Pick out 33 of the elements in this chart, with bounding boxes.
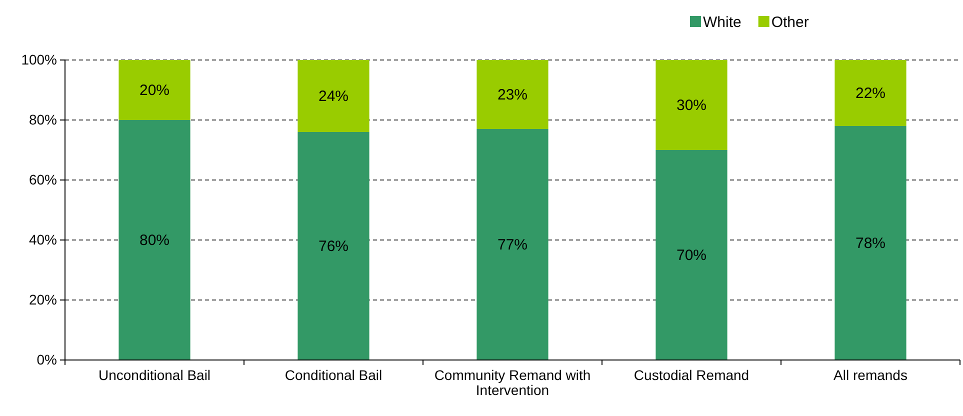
y-tick-label: 100% [21, 51, 57, 68]
x-tick-label: Conditional Bail [284, 366, 382, 383]
y-tick-label: 80% [28, 111, 57, 128]
bar [476, 129, 548, 360]
data-label: 78% [855, 235, 886, 252]
bar [298, 132, 370, 360]
data-label: 23% [497, 86, 528, 104]
bar [656, 60, 728, 150]
data-label: 30% [676, 97, 707, 114]
x-tick-label: Custodial Remand [634, 366, 750, 383]
y-tick-label: 60% [28, 171, 57, 188]
data-label: 77% [497, 236, 528, 254]
x-tick-label: Community Remand with Intervention [434, 366, 591, 398]
data-label: 20% [139, 82, 170, 99]
bar [476, 60, 548, 129]
bar [834, 60, 906, 126]
data-label: 80% [139, 232, 170, 249]
bar [118, 60, 190, 120]
legend-label: White [703, 14, 742, 31]
data-label: 70% [676, 247, 707, 264]
bar [298, 60, 370, 132]
bar [656, 150, 728, 360]
x-tick-label: Unconditional Bail [98, 366, 211, 383]
data-label: 24% [318, 88, 349, 105]
y-tick-label: 40% [28, 231, 57, 248]
y-tick-label: 0% [36, 351, 57, 368]
data-label: 22% [855, 85, 886, 102]
bar [834, 126, 906, 360]
bar [118, 120, 190, 360]
y-tick-label: 20% [28, 291, 57, 308]
x-tick-label: All remands [834, 366, 908, 383]
legend-label: Other [771, 14, 809, 31]
data-label: 76% [318, 238, 349, 255]
